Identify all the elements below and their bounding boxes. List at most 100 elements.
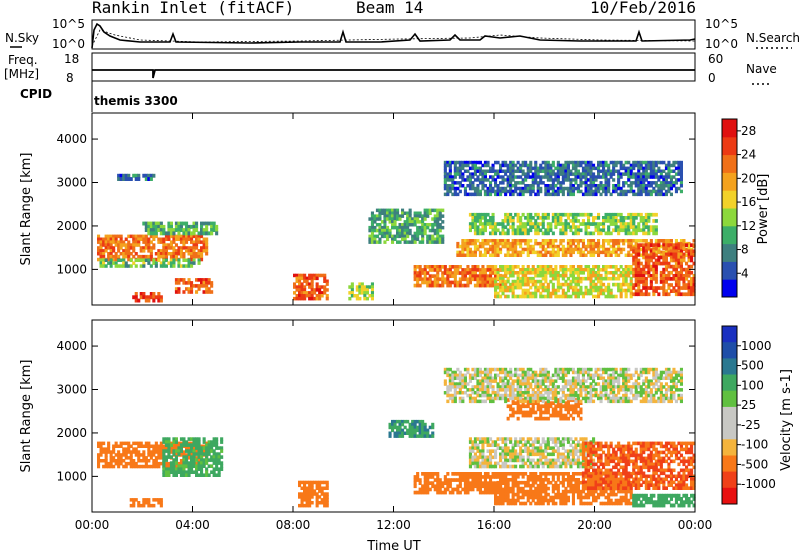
data-cell (524, 294, 528, 299)
data-cell (687, 270, 691, 275)
data-cell (134, 243, 138, 247)
data-cell (456, 280, 460, 285)
data-cell (561, 192, 565, 197)
data-cell (486, 481, 490, 485)
data-cell (667, 277, 671, 281)
data-cell (589, 244, 593, 249)
data-cell (501, 498, 505, 503)
data-cell (554, 265, 558, 269)
data-cell (679, 292, 683, 297)
data-cell (147, 177, 151, 181)
data-cell (511, 175, 515, 179)
data-cell (607, 216, 611, 220)
data-cell (446, 283, 450, 288)
data-cell (456, 487, 460, 492)
data-cell (99, 453, 103, 457)
data-cell (458, 265, 462, 269)
data-cell (162, 467, 166, 471)
data-cell (129, 444, 133, 448)
data-cell (526, 222, 530, 226)
data-cell (647, 172, 651, 176)
data-cell (147, 453, 151, 457)
data-cell (167, 440, 171, 444)
data-cell (438, 478, 442, 482)
data-cell (536, 186, 540, 191)
data-cell (107, 237, 111, 241)
data-cell (433, 274, 437, 278)
data-cell (112, 447, 116, 451)
data-cell (164, 252, 168, 256)
data-cell (391, 220, 395, 224)
data-cell (421, 487, 425, 492)
data-cell (318, 501, 322, 505)
data-cell (649, 280, 653, 284)
data-cell (197, 231, 201, 236)
data-cell (511, 410, 515, 415)
data-cell (147, 231, 151, 236)
data-cell (544, 401, 548, 405)
data-cell (549, 461, 553, 466)
data-cell (599, 222, 603, 226)
data-cell (197, 437, 201, 441)
data-cell (174, 257, 178, 262)
data-cell (383, 217, 387, 221)
data-cell (398, 240, 402, 244)
freq-panel: Freq. [MHz] 18 8 Nave 60 0 (4, 52, 777, 85)
data-cell (649, 277, 653, 281)
data-cell (529, 410, 533, 415)
data-cell (561, 231, 565, 236)
data-cell (473, 247, 477, 252)
data-cell (516, 169, 520, 173)
data-cell (473, 169, 477, 173)
data-cell (491, 169, 495, 173)
data-cell (516, 265, 520, 269)
data-cell (443, 166, 447, 171)
data-cell (313, 291, 317, 295)
data-cell (486, 247, 490, 252)
data-cell (107, 254, 111, 259)
data-cell (298, 296, 302, 301)
data-cell (149, 456, 153, 460)
data-cell (516, 294, 520, 299)
data-cell (506, 489, 510, 494)
data-cell (541, 222, 545, 226)
data-cell (667, 243, 671, 247)
data-cell (576, 184, 580, 188)
data-cell (182, 470, 186, 474)
data-cell (167, 252, 171, 256)
data-cell (549, 169, 553, 173)
data-cell (657, 166, 661, 171)
data-cell (526, 184, 530, 188)
data-cell (393, 237, 397, 241)
data-cell (491, 250, 495, 255)
data-cell (179, 443, 183, 447)
data-cell (124, 441, 128, 446)
data-cell (622, 239, 626, 243)
data-cell (642, 228, 646, 233)
data-cell (679, 252, 683, 257)
data-cell (471, 175, 475, 179)
data-cell (496, 189, 500, 194)
data-cell (494, 181, 498, 185)
data-cell (215, 224, 219, 229)
data-cell (323, 503, 327, 508)
data-cell (511, 163, 515, 168)
data-cell (501, 279, 505, 284)
data-cell (571, 285, 575, 290)
data-cell (516, 219, 520, 223)
data-cell (441, 280, 445, 285)
data-cell (195, 246, 199, 250)
data-cell (471, 274, 475, 278)
data-cell (370, 234, 374, 239)
data-cell (448, 178, 452, 182)
data-cell (544, 216, 548, 220)
data-cell (632, 255, 636, 260)
data-cell (132, 243, 136, 247)
data-cell (162, 458, 166, 462)
data-cell (677, 274, 681, 278)
data-cell (531, 222, 535, 226)
data-cell (531, 216, 535, 220)
data-cell (496, 186, 500, 191)
data-cell (524, 225, 528, 229)
nave-tick-top: 60 (708, 52, 723, 66)
